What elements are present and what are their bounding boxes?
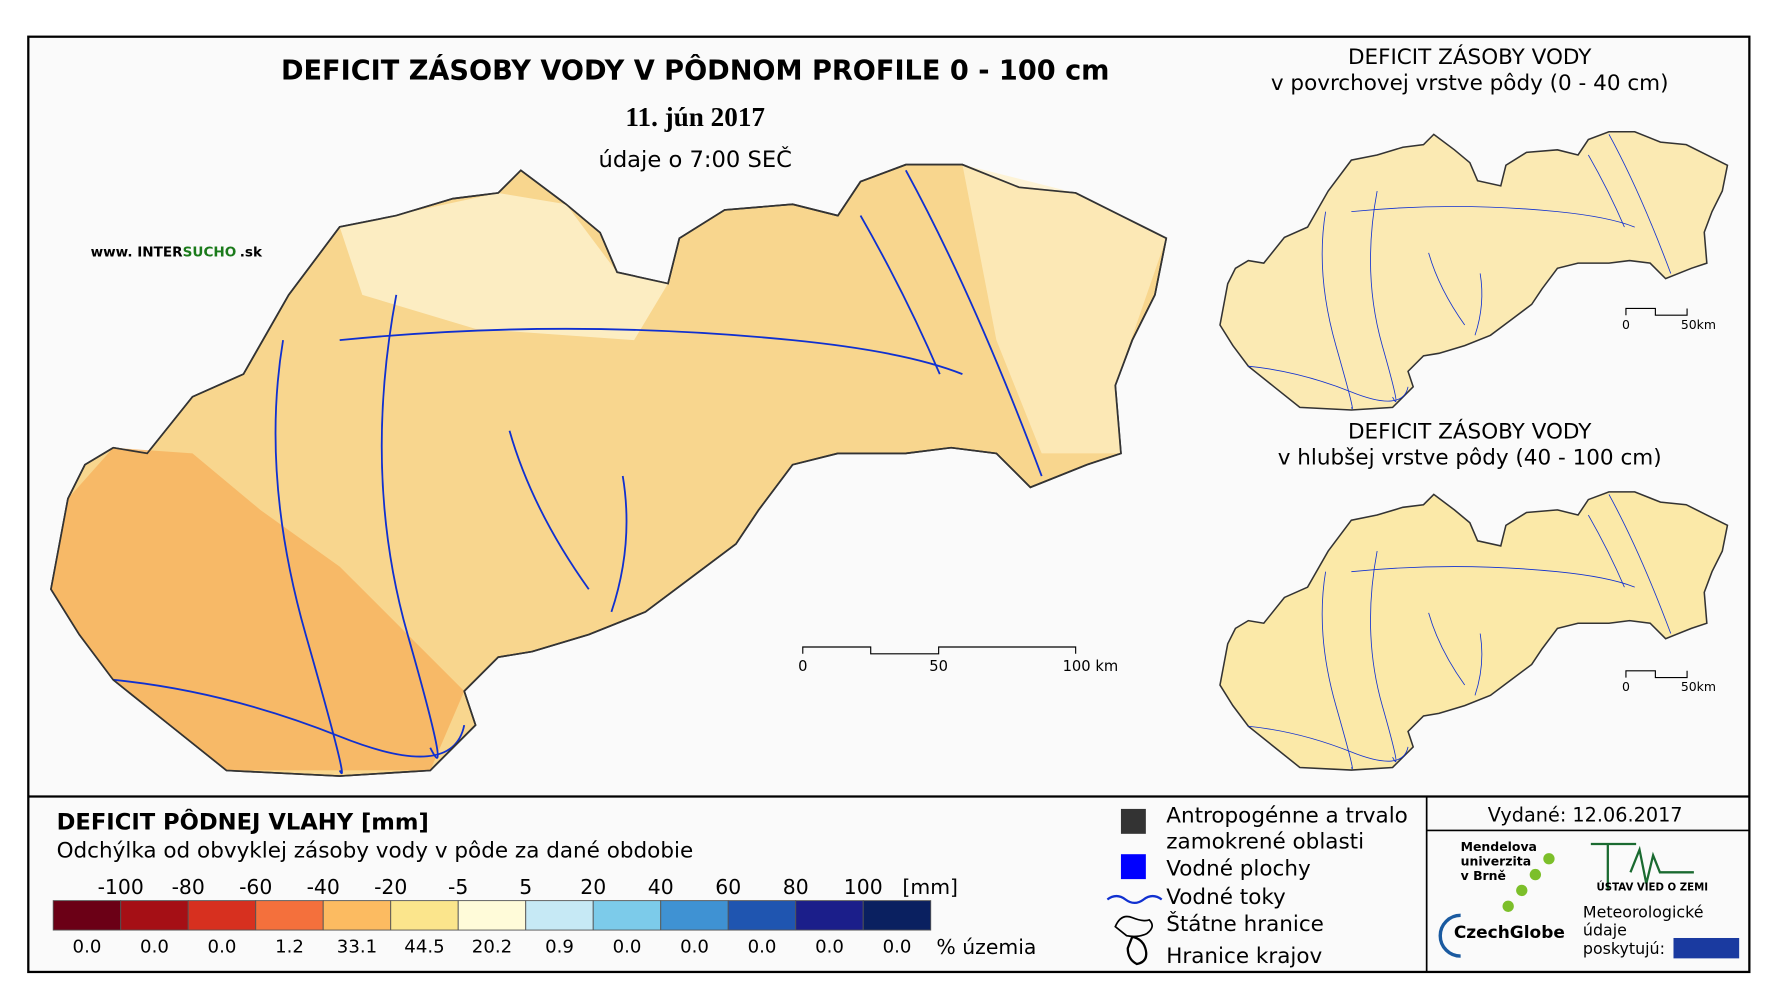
legend-box <box>862 900 932 931</box>
symbol-water <box>1120 854 1146 880</box>
logo-mark <box>1673 937 1740 959</box>
legend-break: -100 <box>98 875 144 899</box>
legend-break: -80 <box>172 875 205 899</box>
legend-box <box>660 900 729 931</box>
inset-subtitle: v hlubšej vrstve pôdy (40 - 100 cm) <box>1278 446 1662 471</box>
legend-percent: 0.0 <box>73 937 102 958</box>
legend-percent: 0.9 <box>545 937 574 958</box>
legend-box <box>322 900 392 931</box>
legend-break: 40 <box>648 875 674 899</box>
symbol-label: zamokrené oblasti <box>1166 830 1364 855</box>
scale-label: 100 km <box>1063 658 1119 675</box>
legend-percent: 0.0 <box>208 937 237 958</box>
symbol-label: Vodné plochy <box>1166 857 1311 882</box>
symbol-label: Štátne hranice <box>1166 911 1324 937</box>
symbol-border <box>1114 915 1153 938</box>
legend-box <box>255 900 324 931</box>
logo-text: Meteorologické <box>1583 903 1704 922</box>
legend-percent: 20.2 <box>472 937 512 958</box>
symbol-label: Antropogénne a trvalo <box>1166 803 1408 828</box>
logo-mark <box>1438 913 1461 958</box>
legend-percent: 0.0 <box>815 937 844 958</box>
legend-break: 100 <box>844 875 883 899</box>
scale-label: 50km <box>1681 679 1716 694</box>
inset-title: DEFICIT ZÁSOBY VODY <box>1348 44 1592 70</box>
time: údaje o 7:00 SEČ <box>598 145 791 173</box>
logo-text: ÚSTAV VIED O ZEMI <box>1596 880 1708 893</box>
scale-label: 50km <box>1681 317 1716 332</box>
legend-percent-label: % územia <box>936 935 1036 959</box>
scale-bar <box>802 646 1077 655</box>
legend-break: 20 <box>580 875 606 899</box>
symbol-river <box>1106 894 1163 905</box>
legend-box <box>525 900 594 931</box>
legend-percent: 0.0 <box>613 937 642 958</box>
logo-text: CzechGlobe <box>1454 923 1565 943</box>
legend-box <box>457 900 527 931</box>
date: 11. jún 2017 <box>625 102 765 132</box>
website-part: .sk <box>240 244 263 260</box>
legend-subtitle: Odchýlka od obvyklej zásoby vody v pôde … <box>57 839 694 864</box>
legend-unit: [mm] <box>902 875 958 899</box>
logo-text: univerzita <box>1461 854 1532 869</box>
logo-dots <box>1502 853 1555 912</box>
logo-text: v Brně <box>1461 868 1506 883</box>
title: DEFICIT ZÁSOBY VODY V PÔDNOM PROFILE 0 -… <box>281 55 1110 87</box>
legend-percent: 44.5 <box>404 937 444 958</box>
legend-percent: 33.1 <box>337 937 377 958</box>
legend-break: 80 <box>783 875 809 899</box>
legend-percent: 0.0 <box>883 937 912 958</box>
symbol-label: Vodné toky <box>1166 885 1286 910</box>
legend-title: DEFICIT PÔDNEJ VLAHY [mm] <box>57 807 429 835</box>
website: www. INTERSUCHO .sk <box>91 244 263 260</box>
legend-percent: 0.0 <box>748 937 777 958</box>
logo-text: poskytujú: <box>1583 939 1665 958</box>
legend-box <box>187 900 257 931</box>
symbol-region <box>1126 935 1148 966</box>
scale-bar <box>1625 307 1688 316</box>
scale-bar <box>1625 670 1688 679</box>
logo-mark <box>1590 842 1694 890</box>
scale-label: 0 <box>1622 679 1630 694</box>
legend: 0.0 0.0 0.0 1.2 33.1 44.5 20.2 0.9 0.0 0.0 0.0 0.0 0… <box>52 875 1036 959</box>
legend-percent: 0.0 <box>140 937 169 958</box>
website-part: SUCHO <box>183 244 237 260</box>
legend-break: -20 <box>374 875 407 899</box>
scale-label: 0 <box>1622 317 1630 332</box>
scale-label: 50 <box>929 658 948 675</box>
legend-percent: 0.0 <box>680 937 709 958</box>
legend-box <box>52 900 122 931</box>
logo-text: údaje <box>1583 921 1627 940</box>
issued: Vydané: 12.06.2017 <box>1488 803 1683 826</box>
legend-break: -40 <box>307 875 340 899</box>
inset-subtitle: v povrchovej vrstve pôdy (0 - 40 cm) <box>1271 71 1669 96</box>
legend-box <box>795 900 864 931</box>
inset-title: DEFICIT ZÁSOBY VODY <box>1348 419 1592 445</box>
legend-break: -60 <box>239 875 272 899</box>
symbol-urban <box>1120 808 1146 834</box>
main-map <box>50 163 1168 777</box>
legend-box <box>120 900 189 931</box>
logo-text: Mendelova <box>1461 839 1537 854</box>
legend-percent: 1.2 <box>275 937 304 958</box>
scale-label: 0 <box>798 658 807 675</box>
legend-break: 5 <box>519 875 532 899</box>
symbol-label: Hranice krajov <box>1166 944 1322 969</box>
legend-box <box>727 900 797 931</box>
legend-box <box>390 900 459 931</box>
legend-box <box>592 900 662 931</box>
website-part: www. INTER <box>91 244 184 260</box>
legend-break: 60 <box>715 875 741 899</box>
legend-break: -5 <box>448 875 468 899</box>
